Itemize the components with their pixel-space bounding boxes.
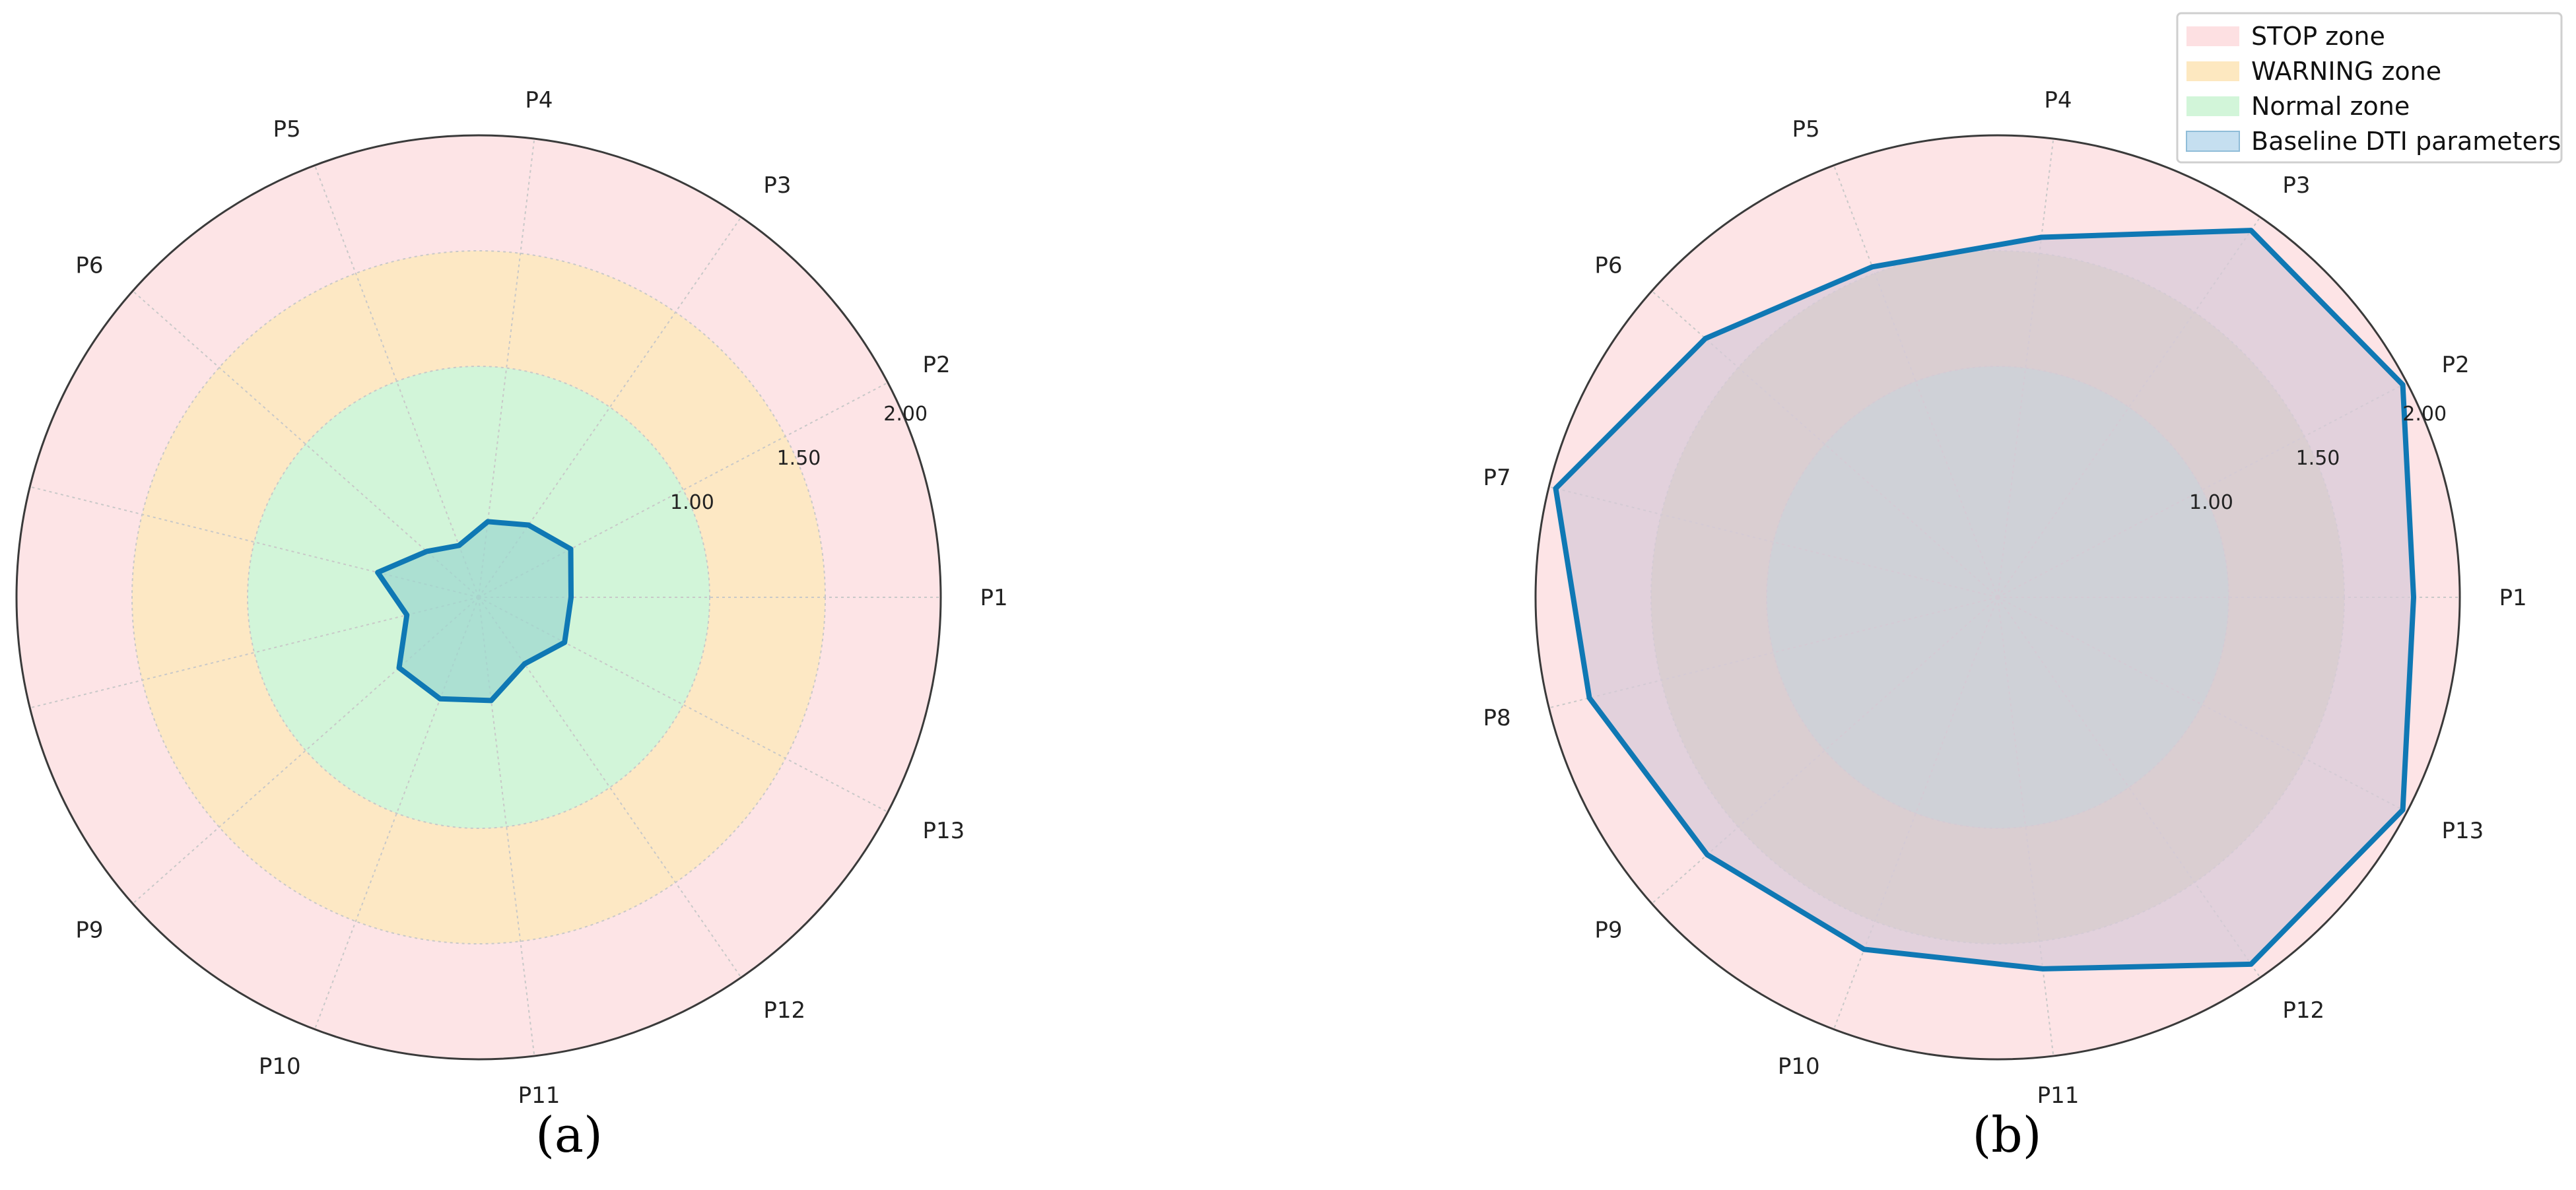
legend-swatch (2186, 26, 2239, 46)
axis-label-p5: P5 (1792, 116, 1820, 143)
legend-swatch (2186, 61, 2239, 81)
axis-label-p7: P7 (1483, 465, 1510, 491)
legend-label: WARNING zone (2251, 57, 2441, 86)
axis-label-p11: P11 (2037, 1082, 2080, 1109)
axis-label-p8: P8 (1483, 705, 1510, 731)
outer-frame (15, 134, 942, 1061)
axis-label-p4: P4 (2044, 87, 2072, 114)
r-tick-label: 1.50 (2296, 447, 2340, 470)
axis-label-p1: P1 (2499, 585, 2527, 611)
legend-swatch (2186, 131, 2240, 152)
panel-label: (b) (1972, 1107, 2041, 1164)
axis-label-p13: P13 (923, 818, 965, 844)
series-line (1553, 228, 2416, 972)
series-area (378, 521, 571, 701)
axis-label-p12: P12 (763, 997, 805, 1024)
axis-label-p9: P9 (75, 917, 103, 944)
axis-label-p5: P5 (273, 116, 301, 143)
axis-label-p10: P10 (259, 1053, 301, 1080)
legend-label: Baseline DTI parameters (2251, 127, 2561, 156)
legend-label: STOP zone (2251, 22, 2385, 51)
r-tick-label: 1.00 (2189, 491, 2233, 514)
axis-label-p1: P1 (980, 585, 1008, 611)
axis-label-p12: P12 (2282, 997, 2324, 1024)
series-area (1555, 230, 2414, 969)
legend-box (2176, 12, 2563, 164)
axis-label-p2: P2 (923, 352, 951, 378)
r-tick-label: 2.00 (883, 403, 928, 426)
r-tick-label: 1.50 (777, 447, 821, 470)
r-tick-label: 1.00 (670, 491, 714, 514)
outer-frame (1534, 134, 2461, 1061)
axis-label-p3: P3 (763, 172, 791, 199)
radar-chart-b: P1 P2 P3 P4 P5 P6 P7 P8 P9 P10 P11 P12 P13 1.00 1.50 2.… (1483, 87, 2526, 1164)
axis-label-p9: P9 (1594, 917, 1622, 944)
panel-label: (a) (535, 1107, 603, 1164)
series-line (375, 519, 574, 704)
axis-label-p10: P10 (1778, 1053, 1820, 1080)
legend-swatch (2186, 96, 2239, 116)
axis-label-p11: P11 (518, 1082, 560, 1109)
axis-label-p6: P6 (1594, 252, 1622, 279)
legend: STOP zone WARNING zone Normal zone Baseline… (2176, 12, 2563, 164)
axis-label-p13: P13 (2442, 818, 2484, 844)
r-tick-label: 2.00 (2402, 403, 2447, 426)
radar-chart-a: P1P2P3P4P5P6P7P8P9P10P11P12P131.001.502.… (15, 87, 1008, 1164)
axis-label-p6: P6 (75, 252, 103, 279)
axis-label-p2: P2 (2442, 352, 2470, 378)
legend-label: Normal zone (2251, 92, 2410, 121)
axis-label-p3: P3 (2282, 172, 2310, 199)
grid-ring (247, 366, 710, 829)
axis-label-p4: P4 (525, 87, 553, 114)
